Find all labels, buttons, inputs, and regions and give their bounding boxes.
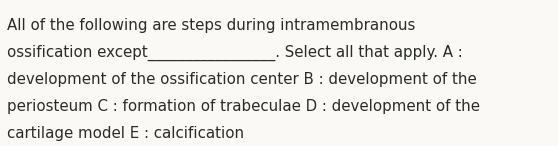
Text: All of the following are steps during intramembranous: All of the following are steps during in… — [7, 18, 416, 33]
Text: cartilage model E : calcification: cartilage model E : calcification — [7, 126, 244, 141]
Text: periosteum C : formation of trabeculae D : development of the: periosteum C : formation of trabeculae D… — [7, 99, 480, 114]
Text: ossification except_________________. Select all that apply. A :: ossification except_________________. Se… — [7, 45, 463, 61]
Text: development of the ossification center B : development of the: development of the ossification center B… — [7, 72, 477, 87]
